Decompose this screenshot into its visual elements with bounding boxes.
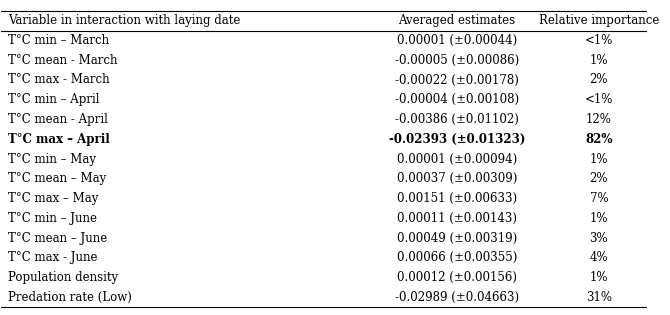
Text: T°C max – April: T°C max – April	[8, 133, 110, 146]
Text: T°C mean – June: T°C mean – June	[8, 232, 107, 245]
Text: -0.00386 (±0.01102): -0.00386 (±0.01102)	[395, 113, 519, 126]
Text: 0.00012 (±0.00156): 0.00012 (±0.00156)	[397, 271, 517, 284]
Text: T°C max – May: T°C max – May	[8, 192, 98, 205]
Text: 0.00001 (±0.00094): 0.00001 (±0.00094)	[397, 152, 517, 166]
Text: 3%: 3%	[590, 232, 608, 245]
Text: 0.00049 (±0.00319): 0.00049 (±0.00319)	[397, 232, 517, 245]
Text: T°C max - June: T°C max - June	[8, 251, 97, 264]
Text: <1%: <1%	[585, 93, 613, 106]
Text: T°C min – June: T°C min – June	[8, 212, 97, 225]
Text: -0.02989 (±0.04663): -0.02989 (±0.04663)	[395, 291, 519, 304]
Text: T°C min – March: T°C min – March	[8, 34, 109, 47]
Text: T°C mean – May: T°C mean – May	[8, 172, 106, 185]
Text: T°C max - March: T°C max - March	[8, 73, 109, 86]
Text: 0.00001 (±0.00044): 0.00001 (±0.00044)	[397, 34, 517, 47]
Text: 0.00151 (±0.00633): 0.00151 (±0.00633)	[397, 192, 517, 205]
Text: 82%: 82%	[585, 133, 612, 146]
Text: 4%: 4%	[590, 251, 608, 264]
Text: -0.00022 (±0.00178): -0.00022 (±0.00178)	[395, 73, 519, 86]
Text: 2%: 2%	[590, 172, 608, 185]
Text: 1%: 1%	[590, 212, 608, 225]
Text: Averaged estimates: Averaged estimates	[398, 14, 515, 27]
Text: -0.00005 (±0.00086): -0.00005 (±0.00086)	[395, 54, 519, 67]
Text: 1%: 1%	[590, 152, 608, 166]
Text: 12%: 12%	[586, 113, 612, 126]
Text: 0.00037 (±0.00309): 0.00037 (±0.00309)	[397, 172, 517, 185]
Text: 1%: 1%	[590, 271, 608, 284]
Text: -0.02393 (±0.01323): -0.02393 (±0.01323)	[389, 133, 525, 146]
Text: Population density: Population density	[8, 271, 118, 284]
Text: 7%: 7%	[590, 192, 608, 205]
Text: -0.00004 (±0.00108): -0.00004 (±0.00108)	[395, 93, 519, 106]
Text: Relative importance: Relative importance	[539, 14, 659, 27]
Text: T°C min – May: T°C min – May	[8, 152, 96, 166]
Text: T°C min – April: T°C min – April	[8, 93, 99, 106]
Text: T°C mean - April: T°C mean - April	[8, 113, 108, 126]
Text: 31%: 31%	[586, 291, 612, 304]
Text: 0.00011 (±0.00143): 0.00011 (±0.00143)	[397, 212, 517, 225]
Text: <1%: <1%	[585, 34, 613, 47]
Text: Variable in interaction with laying date: Variable in interaction with laying date	[8, 14, 241, 27]
Text: Predation rate (Low): Predation rate (Low)	[8, 291, 132, 304]
Text: 1%: 1%	[590, 54, 608, 67]
Text: 2%: 2%	[590, 73, 608, 86]
Text: T°C mean - March: T°C mean - March	[8, 54, 117, 67]
Text: 0.00066 (±0.00355): 0.00066 (±0.00355)	[397, 251, 517, 264]
